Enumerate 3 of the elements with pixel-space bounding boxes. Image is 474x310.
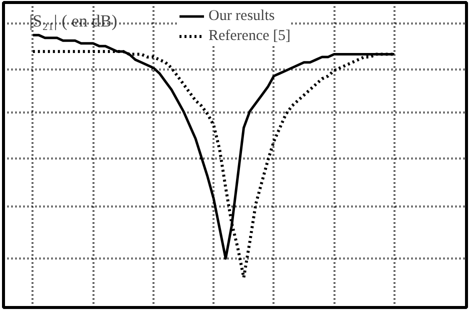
y-axis-title: |S₂₁| ( en dB) xyxy=(29,12,118,30)
legend-label: Our results xyxy=(208,7,275,25)
legend-label: Reference [5] xyxy=(208,27,291,45)
